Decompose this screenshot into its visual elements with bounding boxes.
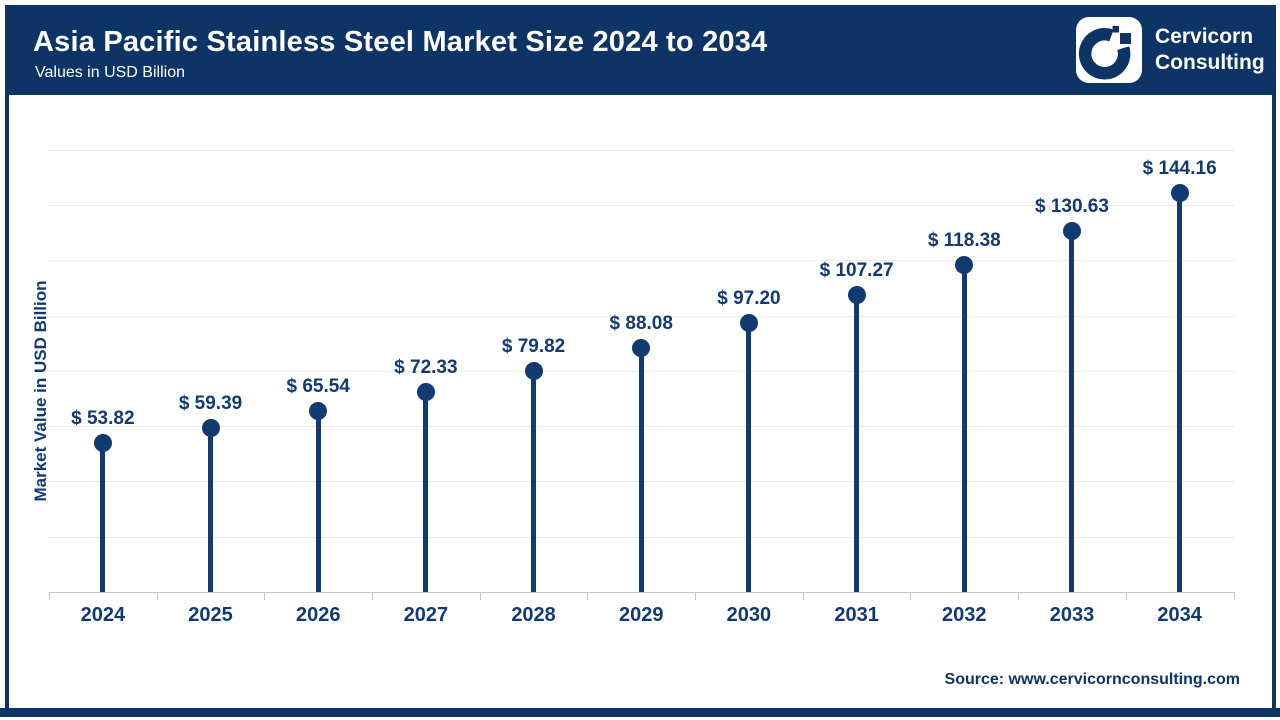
x-axis-tick <box>910 592 912 600</box>
x-tick-label-2032: 2032 <box>942 604 987 626</box>
stem-2025 <box>208 427 214 592</box>
stem-2033 <box>1069 230 1075 592</box>
data-point-2030 <box>739 314 758 333</box>
header-band: Asia Pacific Stainless Steel Market Size… <box>5 5 1276 95</box>
source-attribution: Source: www.cervicornconsulting.com <box>944 671 1240 688</box>
x-axis-tick <box>1018 592 1020 600</box>
gridline-120 <box>49 260 1234 262</box>
stem-2026 <box>315 410 321 592</box>
value-label-2034: $ 144.16 <box>1142 158 1217 180</box>
stem-2028 <box>531 371 537 592</box>
data-point-2025 <box>201 418 220 437</box>
value-label-2029: $ 88.08 <box>609 313 673 335</box>
x-tick-label-2026: 2026 <box>295 604 341 626</box>
x-tick-label-2029: 2029 <box>619 604 664 626</box>
x-tick-label-2027: 2027 <box>403 604 449 626</box>
x-tick-label-2024: 2024 <box>80 604 126 626</box>
value-label-2024: $ 53.82 <box>71 408 135 430</box>
x-tick-label-2031: 2031 <box>834 604 879 626</box>
data-point-2031 <box>847 286 866 305</box>
x-axis-tick <box>264 592 266 600</box>
gridline-140 <box>49 204 1234 206</box>
x-axis-line <box>49 592 1235 593</box>
logo-line-2: Consulting <box>1155 51 1265 74</box>
value-label-2032: $ 118.38 <box>927 229 1001 251</box>
value-label-2026: $ 65.54 <box>286 375 350 397</box>
x-axis-tick <box>1233 592 1235 600</box>
x-tick-label-2025: 2025 <box>188 604 233 626</box>
value-label-2033: $ 130.63 <box>1034 195 1109 217</box>
value-label-2030: $ 97.20 <box>717 288 781 310</box>
stem-2024 <box>100 443 106 592</box>
x-tick-label-2028: 2028 <box>511 604 556 626</box>
stem-2034 <box>1177 193 1183 592</box>
stem-2032 <box>961 264 967 592</box>
value-label-2027: $ 72.33 <box>394 357 458 378</box>
stem-2029 <box>638 348 644 592</box>
x-axis-tick <box>695 592 697 600</box>
x-axis-tick <box>49 592 50 600</box>
x-tick-label-2033: 2033 <box>1049 604 1095 626</box>
data-point-2029 <box>632 339 651 358</box>
stem-2031 <box>854 295 860 592</box>
value-label-2028: $ 79.82 <box>501 336 566 358</box>
x-axis-tick <box>1125 592 1127 600</box>
x-tick-label-2030: 2030 <box>726 604 772 626</box>
x-axis-tick <box>802 592 804 600</box>
page-subtitle: Values in USD Billion <box>35 64 185 81</box>
frame-border-right <box>1272 5 1276 708</box>
x-axis-tick <box>156 592 158 600</box>
stem-2027 <box>423 392 429 592</box>
y-axis-title: Market Value in USD Billion <box>31 280 50 502</box>
value-label-2031: $ 107.27 <box>819 260 894 282</box>
x-axis-tick <box>479 592 481 600</box>
page-title: Asia Pacific Stainless Steel Market Size… <box>33 26 768 58</box>
data-point-2034 <box>1170 184 1189 203</box>
frame-bottom-bar <box>0 708 1280 717</box>
data-point-2032 <box>955 255 974 274</box>
logo-wordmark: Cervicorn Consulting <box>1155 24 1265 76</box>
x-axis-tick <box>372 592 374 600</box>
value-label-2025: $ 59.39 <box>178 392 243 414</box>
x-tick-label-2034: 2034 <box>1157 604 1202 626</box>
data-point-2033 <box>1062 221 1081 240</box>
x-axis-tick <box>587 592 589 600</box>
cervicorn-logo-icon <box>1076 17 1142 83</box>
frame-border-left <box>5 95 9 708</box>
data-point-2027 <box>416 383 435 401</box>
data-point-2024 <box>93 434 112 453</box>
data-point-2026 <box>309 401 328 420</box>
gridline-100 <box>49 315 1234 317</box>
data-point-2028 <box>524 362 543 381</box>
logo-line-1: Cervicorn <box>1155 25 1254 48</box>
stem-2030 <box>746 323 752 592</box>
gridline-160 <box>49 149 1234 151</box>
